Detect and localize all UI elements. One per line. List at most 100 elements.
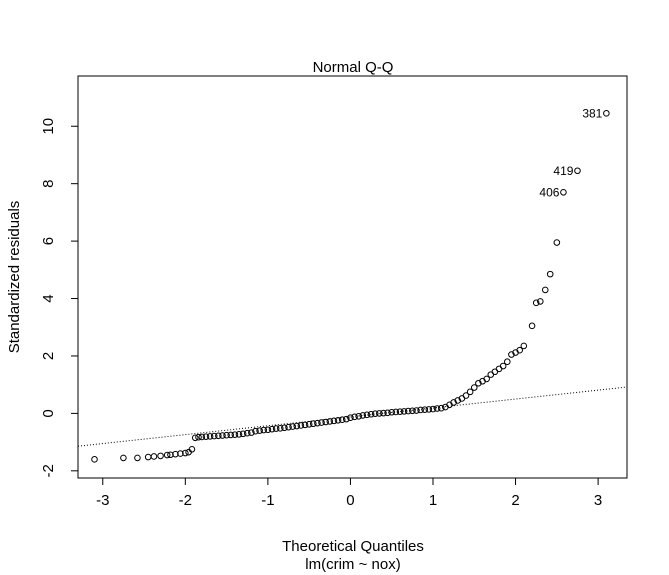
data-point: [392, 408, 400, 416]
data-point: [384, 409, 391, 417]
x-tick-label: -2: [179, 492, 192, 509]
data-point: [421, 406, 429, 413]
data-point: [206, 433, 214, 440]
x-axis: -3 -2 -1 0 1 2 3: [96, 478, 602, 509]
highlighted-point: [560, 188, 567, 196]
data-point: [462, 392, 470, 399]
data-point: [470, 384, 478, 391]
data-point: [343, 415, 350, 423]
data-point: [252, 427, 259, 435]
data-point: [532, 299, 540, 307]
data-point: [483, 375, 490, 383]
data-point: [400, 408, 408, 415]
data-point: [120, 454, 127, 462]
x-tick-label: 1: [429, 492, 437, 509]
x-tick-label: 3: [594, 492, 602, 509]
data-point: [537, 298, 544, 305]
data-point: [376, 410, 383, 417]
data-point: [359, 412, 367, 419]
data-point: [404, 407, 412, 415]
data-point: [182, 449, 189, 457]
data-point: [301, 421, 309, 429]
data-point: [163, 451, 171, 459]
x-axis-label: Theoretical Quantiles: [282, 538, 424, 555]
point-label: 419: [553, 164, 573, 178]
data-point: [243, 429, 251, 437]
point-label: 381: [582, 106, 602, 120]
data-point: [239, 430, 247, 438]
data-point: [227, 431, 235, 439]
data-point: [413, 407, 420, 414]
data-point: [409, 407, 416, 415]
data-point: [355, 412, 362, 420]
data-point: [338, 416, 346, 424]
data-point: [309, 420, 317, 428]
y-tick-label: 4: [40, 294, 57, 302]
data-point: [297, 422, 305, 429]
chart-title: Normal Q-Q: [313, 59, 394, 76]
data-point: [231, 431, 239, 438]
data-point: [363, 411, 371, 419]
data-point: [268, 425, 276, 433]
data-point: [318, 419, 325, 426]
highlighted-point: [574, 167, 581, 175]
y-axis: -2 0 2 4 6 8 10: [40, 118, 78, 477]
reference-line: [77, 386, 628, 447]
data-point: [248, 429, 255, 436]
data-point: [314, 419, 321, 427]
data-point: [285, 423, 292, 431]
y-tick-label: 6: [40, 237, 57, 245]
data-point: [276, 425, 284, 432]
data-point: [235, 431, 243, 438]
data-point: [330, 417, 338, 425]
data-point: [503, 358, 511, 366]
data-point: [134, 454, 141, 462]
data-point: [541, 286, 549, 294]
data-point: [466, 388, 474, 396]
data-point: [219, 432, 226, 439]
data-point: [91, 456, 98, 463]
data-point: [188, 445, 196, 453]
point-label: 406: [539, 185, 559, 199]
data-point: [272, 425, 280, 432]
x-tick-label: -1: [261, 492, 274, 509]
data-point: [380, 409, 387, 417]
data-point: [144, 453, 152, 461]
highlighted-point: [603, 110, 610, 117]
data-point: [210, 432, 218, 440]
data-point: [546, 270, 554, 278]
data-point: [454, 397, 462, 404]
highlighted-points-group: 381 419 406: [539, 106, 610, 199]
x-tick-label: 0: [346, 492, 354, 509]
data-point: [167, 451, 174, 459]
data-point: [347, 414, 354, 422]
data-point: [417, 406, 424, 414]
chart-subtitle: lm(crim ~ nox): [305, 556, 400, 573]
data-point: [499, 362, 507, 370]
data-point: [429, 405, 437, 413]
data-point: [516, 346, 523, 354]
y-axis-label: Standardized residuals: [6, 201, 23, 354]
data-point: [191, 434, 199, 442]
data-point: [371, 410, 379, 417]
data-point: [425, 406, 433, 413]
data-point: [198, 433, 206, 441]
y-tick-label: 8: [40, 180, 57, 188]
data-point: [396, 408, 404, 415]
data-point: [367, 410, 375, 418]
data-point: [433, 405, 441, 412]
data-point: [215, 432, 222, 440]
data-point: [334, 416, 342, 424]
y-tick-label: 2: [40, 352, 57, 360]
data-point: [289, 423, 296, 430]
data-point: [388, 408, 396, 416]
y-tick-label: -2: [40, 464, 57, 477]
data-point: [508, 351, 515, 358]
plot-frame: [77, 75, 628, 479]
data-point: [450, 399, 457, 406]
points-group: [91, 239, 561, 463]
data-point: [150, 453, 158, 460]
data-point: [322, 418, 329, 426]
data-point: [437, 404, 445, 412]
data-point: [172, 450, 179, 458]
